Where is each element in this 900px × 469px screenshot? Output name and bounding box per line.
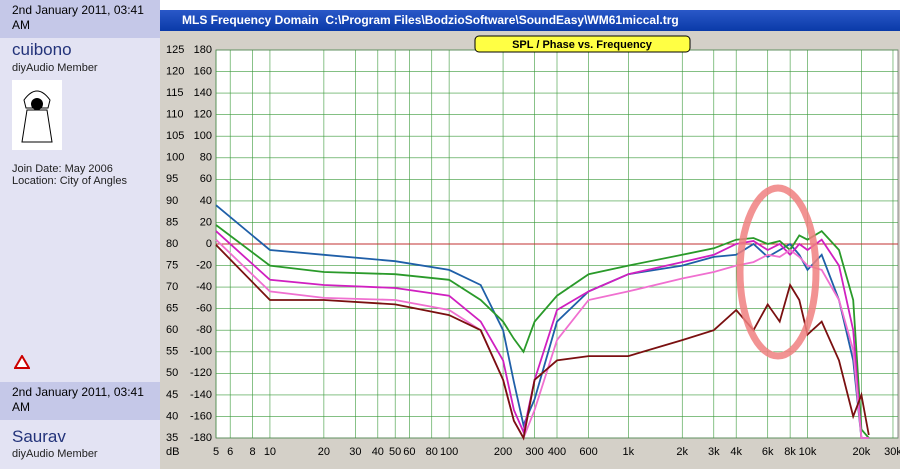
location: Location: City of Angles bbox=[12, 175, 127, 187]
x-tick-label: 1k bbox=[622, 446, 634, 458]
x-tick-label: 20k bbox=[853, 446, 871, 458]
join-date: Join Date: May 2006 bbox=[12, 163, 113, 175]
x-tick-label: 50 bbox=[389, 446, 401, 458]
x-tick-label: 5 bbox=[213, 446, 219, 458]
y2-tick-label: -100 bbox=[190, 346, 212, 358]
y2-tick-label: 120 bbox=[194, 109, 212, 121]
y2-tick-label: -40 bbox=[196, 281, 212, 293]
y-tick-label: 85 bbox=[166, 216, 178, 228]
series-line bbox=[215, 244, 870, 441]
y-tick-label: 110 bbox=[166, 109, 184, 121]
avatar bbox=[12, 80, 62, 150]
x-tick-label: 8 bbox=[250, 446, 256, 458]
x-tick-label: 6 bbox=[227, 446, 233, 458]
user-role: diyAudio Member bbox=[12, 448, 98, 460]
y-tick-label: 100 bbox=[166, 152, 184, 164]
x-tick-label: 200 bbox=[494, 446, 512, 458]
username[interactable]: cuibono bbox=[12, 40, 72, 59]
x-tick-label: 6k bbox=[762, 446, 774, 458]
y-tick-label: 50 bbox=[166, 367, 178, 379]
username[interactable]: Saurav bbox=[12, 427, 66, 446]
y-tick-label: 80 bbox=[166, 238, 178, 250]
user-role: diyAudio Member bbox=[12, 62, 98, 74]
x-tick-label: 100 bbox=[440, 446, 458, 458]
y-axis-label: dB bbox=[166, 446, 179, 458]
y2-tick-label: -120 bbox=[190, 367, 212, 379]
y-tick-label: 70 bbox=[166, 281, 178, 293]
y2-tick-label: 40 bbox=[200, 195, 212, 207]
y2-tick-label: 20 bbox=[200, 216, 212, 228]
sidebar: 2nd January 2011, 03:41 AM cuibono diyAu… bbox=[0, 0, 160, 469]
y2-tick-label: -20 bbox=[196, 259, 212, 271]
x-tick-label: 20 bbox=[318, 446, 330, 458]
y2-tick-label: -160 bbox=[190, 410, 212, 422]
chart-title: SPL / Phase vs. Frequency bbox=[512, 39, 653, 51]
y-tick-label: 75 bbox=[166, 259, 178, 271]
x-tick-label: 2k bbox=[676, 446, 688, 458]
y2-tick-label: 0 bbox=[206, 238, 212, 250]
y2-tick-label: 80 bbox=[200, 152, 212, 164]
title-box bbox=[474, 35, 691, 53]
post-date: 2nd January 2011, 03:41 AM bbox=[0, 382, 160, 420]
y2-tick-label: 180 bbox=[194, 44, 212, 56]
y2-tick-label: -80 bbox=[196, 324, 212, 336]
y-tick-label: 105 bbox=[166, 130, 184, 142]
y-tick-label: 125 bbox=[166, 44, 184, 56]
y2-tick-label: 100 bbox=[194, 130, 212, 142]
y-tick-label: 45 bbox=[166, 389, 178, 401]
y-tick-label: 120 bbox=[166, 65, 184, 77]
y-tick-label: 35 bbox=[166, 432, 178, 444]
y2-tick-label: -140 bbox=[190, 389, 212, 401]
y2-tick-label: 160 bbox=[194, 65, 212, 77]
annotation-circle bbox=[736, 184, 820, 360]
chart-window: MLS Frequency Domain C:\Program Files\Bo… bbox=[160, 10, 900, 469]
x-tick-label: 400 bbox=[548, 446, 566, 458]
y2-tick-label: 140 bbox=[194, 87, 212, 99]
window-title: MLS Frequency Domain C:\Program Files\Bo… bbox=[160, 10, 900, 31]
x-tick-label: 8k bbox=[784, 446, 796, 458]
warning-icon[interactable] bbox=[14, 355, 30, 369]
y-tick-label: 55 bbox=[166, 346, 178, 358]
y2-tick-label: -60 bbox=[196, 303, 212, 315]
y-tick-label: 90 bbox=[166, 195, 178, 207]
x-tick-label: 3k bbox=[708, 446, 720, 458]
y2-tick-label: -180 bbox=[190, 432, 212, 444]
y2-tick-label: 60 bbox=[200, 173, 212, 185]
x-tick-label: 30k bbox=[884, 446, 900, 458]
x-tick-label: 10 bbox=[264, 446, 276, 458]
x-tick-label: 4k bbox=[730, 446, 742, 458]
chart: 3540455055606570758085909510010511011512… bbox=[166, 35, 900, 458]
y-tick-label: 95 bbox=[166, 173, 178, 185]
y-tick-label: 115 bbox=[166, 87, 184, 99]
post-date: 2nd January 2011, 03:41 AM bbox=[0, 0, 160, 38]
x-tick-label: 40 bbox=[372, 446, 384, 458]
series-line bbox=[215, 224, 870, 439]
y-tick-label: 60 bbox=[166, 324, 178, 336]
x-tick-label: 600 bbox=[579, 446, 597, 458]
x-tick-label: 60 bbox=[403, 446, 415, 458]
y-tick-label: 40 bbox=[166, 410, 178, 422]
x-tick-label: 10k bbox=[799, 446, 817, 458]
y-tick-label: 65 bbox=[166, 303, 178, 315]
x-tick-label: 300 bbox=[525, 446, 543, 458]
x-tick-label: 80 bbox=[426, 446, 438, 458]
x-tick-label: 30 bbox=[349, 446, 361, 458]
